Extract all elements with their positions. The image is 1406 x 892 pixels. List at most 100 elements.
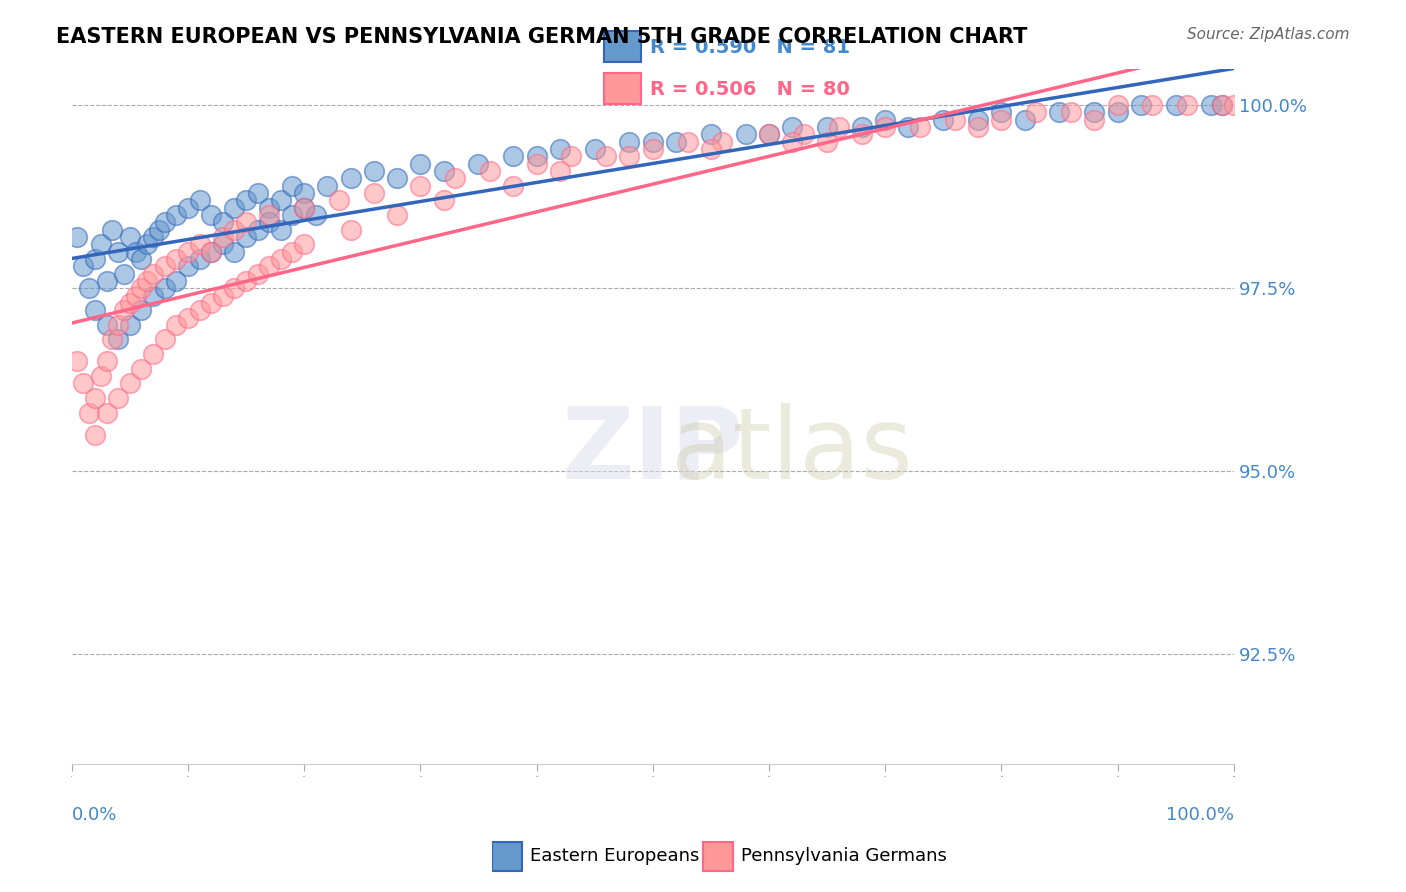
- Text: Pennsylvania Germans: Pennsylvania Germans: [741, 847, 946, 865]
- Point: [943, 112, 966, 127]
- Point: [153, 259, 176, 273]
- Point: [1083, 105, 1105, 120]
- Point: [131, 281, 153, 295]
- Point: [502, 149, 524, 163]
- Point: [780, 120, 803, 134]
- Point: [235, 274, 257, 288]
- Point: [177, 244, 200, 259]
- Point: [211, 230, 233, 244]
- Point: [177, 259, 200, 273]
- Point: [292, 201, 315, 215]
- Point: [66, 230, 89, 244]
- Point: [281, 244, 304, 259]
- Point: [107, 244, 129, 259]
- Point: [990, 105, 1012, 120]
- Point: [118, 230, 141, 244]
- Point: [96, 318, 118, 332]
- Point: [734, 128, 756, 142]
- Bar: [703, 842, 733, 871]
- Point: [432, 164, 454, 178]
- Point: [526, 157, 548, 171]
- Point: [257, 259, 280, 273]
- Point: [188, 194, 211, 208]
- Point: [526, 149, 548, 163]
- Point: [780, 135, 803, 149]
- Point: [339, 222, 361, 236]
- Point: [676, 135, 699, 149]
- Point: [200, 208, 222, 222]
- Point: [479, 164, 502, 178]
- Point: [200, 296, 222, 310]
- Point: [246, 186, 269, 200]
- Point: [72, 376, 94, 391]
- Point: [124, 288, 146, 302]
- Point: [595, 149, 617, 163]
- Point: [990, 112, 1012, 127]
- Point: [827, 120, 849, 134]
- Point: [84, 252, 107, 266]
- Point: [583, 142, 606, 156]
- Point: [200, 244, 222, 259]
- Point: [131, 361, 153, 376]
- Point: [363, 186, 385, 200]
- Point: [1025, 105, 1047, 120]
- Point: [165, 252, 187, 266]
- Point: [235, 230, 257, 244]
- Point: [1164, 98, 1187, 112]
- Point: [153, 215, 176, 229]
- Point: [84, 391, 107, 405]
- Text: R = 0.506   N = 80: R = 0.506 N = 80: [650, 79, 851, 99]
- Text: atlas: atlas: [672, 402, 912, 500]
- Text: EASTERN EUROPEAN VS PENNSYLVANIA GERMAN 5TH GRADE CORRELATION CHART: EASTERN EUROPEAN VS PENNSYLVANIA GERMAN …: [56, 27, 1028, 46]
- Point: [305, 208, 328, 222]
- Point: [77, 281, 100, 295]
- Point: [177, 310, 200, 325]
- Point: [257, 208, 280, 222]
- Point: [619, 135, 641, 149]
- Point: [432, 194, 454, 208]
- Point: [316, 178, 339, 193]
- Point: [1107, 98, 1129, 112]
- Point: [72, 259, 94, 273]
- Point: [328, 194, 350, 208]
- Point: [967, 112, 990, 127]
- Point: [385, 171, 408, 186]
- Point: [292, 186, 315, 200]
- Point: [409, 157, 432, 171]
- Point: [118, 376, 141, 391]
- Point: [281, 208, 304, 222]
- Text: Source: ZipAtlas.com: Source: ZipAtlas.com: [1187, 27, 1350, 42]
- Point: [793, 128, 815, 142]
- Point: [815, 135, 838, 149]
- Point: [224, 222, 246, 236]
- Point: [211, 215, 233, 229]
- Point: [107, 318, 129, 332]
- Point: [1129, 98, 1152, 112]
- Point: [641, 135, 664, 149]
- Point: [165, 274, 187, 288]
- Point: [96, 406, 118, 420]
- Point: [1083, 112, 1105, 127]
- Point: [90, 369, 112, 384]
- Point: [66, 354, 89, 368]
- Point: [1211, 98, 1233, 112]
- Point: [700, 142, 723, 156]
- Point: [77, 406, 100, 420]
- Point: [118, 296, 141, 310]
- Point: [107, 391, 129, 405]
- Point: [211, 237, 233, 252]
- Point: [136, 237, 159, 252]
- Point: [548, 142, 571, 156]
- Point: [90, 237, 112, 252]
- Point: [246, 267, 269, 281]
- Text: ZIP: ZIP: [561, 402, 744, 500]
- Point: [188, 237, 211, 252]
- Point: [165, 318, 187, 332]
- Point: [758, 128, 780, 142]
- Point: [875, 112, 897, 127]
- Point: [711, 135, 734, 149]
- Point: [815, 120, 838, 134]
- Point: [211, 288, 233, 302]
- Point: [142, 230, 165, 244]
- Point: [1060, 105, 1083, 120]
